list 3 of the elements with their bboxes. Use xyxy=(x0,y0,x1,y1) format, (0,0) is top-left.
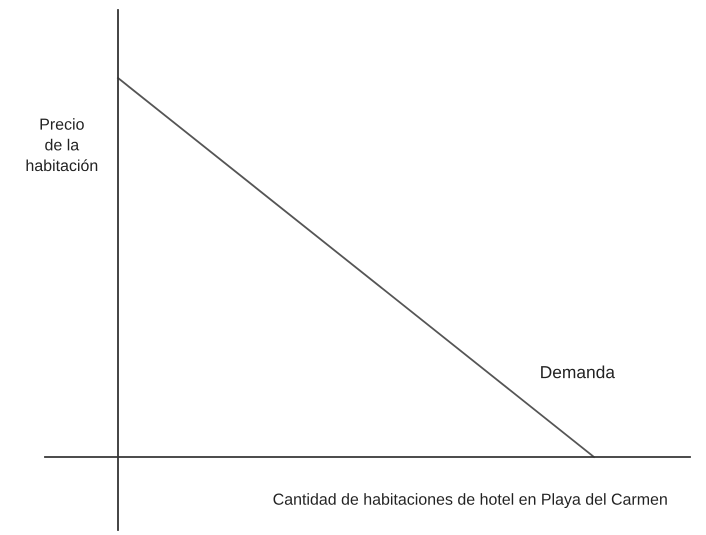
x-axis-title: Cantidad de habitaciones de hotel en Playa del Carmen xyxy=(274,493,667,508)
series-label: Demanda xyxy=(541,366,615,378)
y-axis-title: Precio de la habitación xyxy=(26,118,98,172)
